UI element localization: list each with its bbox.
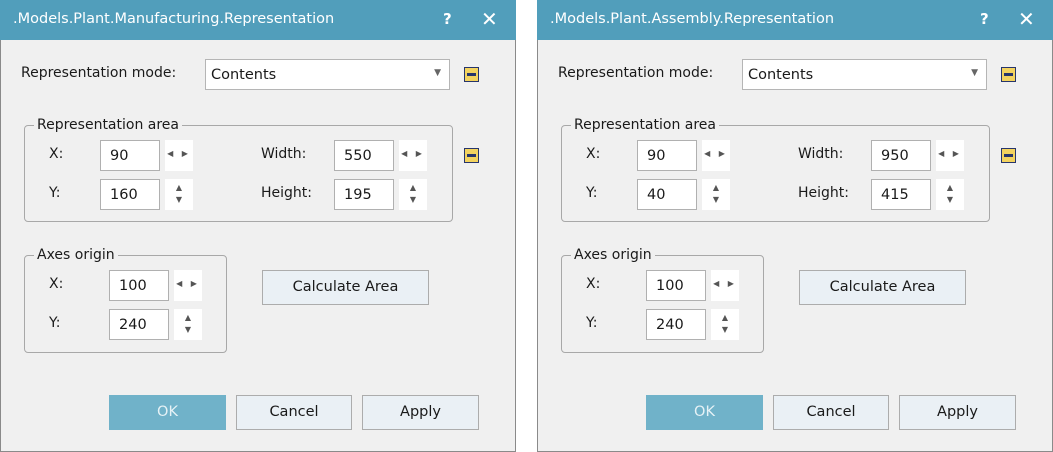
height-spinner[interactable]: ▲ ▼: [936, 179, 964, 210]
x-label: X:: [49, 146, 64, 162]
chevron-down-icon: ▼: [434, 68, 441, 78]
help-button[interactable]: ?: [443, 10, 452, 28]
close-button[interactable]: ✕: [1018, 7, 1035, 31]
axes-x-spinner-left-right-icon[interactable]: ◀ ▶: [711, 270, 739, 301]
width-input[interactable]: 550: [334, 140, 394, 171]
close-button[interactable]: ✕: [481, 7, 498, 31]
spin-down-icon[interactable]: ▼: [175, 195, 183, 204]
height-label: Height:: [798, 185, 849, 201]
axes-y-spinner[interactable]: ▲ ▼: [174, 309, 202, 340]
title-bar: .Models.Plant.Manufacturing.Representati…: [0, 0, 516, 40]
help-button[interactable]: ?: [980, 10, 989, 28]
spin-up-icon[interactable]: ▲: [712, 183, 720, 192]
spin-up-icon[interactable]: ▲: [409, 183, 417, 192]
representation-area-legend: Representation area: [571, 117, 719, 133]
width-spinner-left-right-icon[interactable]: ◀ ▶: [399, 140, 427, 171]
representation-area-group: Representation area: [561, 117, 990, 222]
axes-x-label: X:: [586, 276, 601, 292]
representation-dialog: .Models.Plant.Manufacturing.Representati…: [0, 0, 516, 452]
y-input[interactable]: 160: [100, 179, 160, 210]
spin-up-icon[interactable]: ▲: [946, 183, 954, 192]
height-spinner[interactable]: ▲ ▼: [399, 179, 427, 210]
calculate-area-button[interactable]: Calculate Area: [262, 270, 429, 305]
collapse-icon[interactable]: [464, 67, 479, 82]
x-input[interactable]: 90: [100, 140, 160, 171]
dialog-title: .Models.Plant.Assembly.Representation: [550, 11, 835, 27]
width-label: Width:: [798, 146, 844, 162]
width-label: Width:: [261, 146, 307, 162]
axes-y-spinner[interactable]: ▲ ▼: [711, 309, 739, 340]
axes-y-input[interactable]: 240: [646, 309, 706, 340]
height-input[interactable]: 195: [334, 179, 394, 210]
collapse-icon[interactable]: [1001, 148, 1016, 163]
spin-down-icon[interactable]: ▼: [721, 325, 729, 334]
x-spinner-left-right-icon[interactable]: ◀ ▶: [702, 140, 730, 171]
representation-dialog: .Models.Plant.Assembly.Representation ? …: [537, 0, 1053, 452]
representation-mode-select[interactable]: Contents ▼: [205, 59, 450, 90]
x-spinner-left-right-icon[interactable]: ◀ ▶: [165, 140, 193, 171]
representation-mode-value: Contents: [211, 67, 277, 83]
axes-origin-group: Axes origin: [561, 247, 764, 353]
spin-up-icon[interactable]: ▲: [175, 183, 183, 192]
calculate-area-button[interactable]: Calculate Area: [799, 270, 966, 305]
height-label: Height:: [261, 185, 312, 201]
representation-mode-select[interactable]: Contents ▼: [742, 59, 987, 90]
axes-y-input[interactable]: 240: [109, 309, 169, 340]
cancel-button[interactable]: Cancel: [236, 395, 352, 430]
representation-mode-label: Representation mode:: [21, 65, 177, 81]
width-input[interactable]: 950: [871, 140, 931, 171]
collapse-icon[interactable]: [464, 148, 479, 163]
dialog-title: .Models.Plant.Manufacturing.Representati…: [13, 11, 335, 27]
spin-down-icon[interactable]: ▼: [184, 325, 192, 334]
width-spinner-left-right-icon[interactable]: ◀ ▶: [936, 140, 964, 171]
axes-origin-legend: Axes origin: [571, 247, 655, 263]
y-label: Y:: [586, 185, 598, 201]
axes-y-label: Y:: [49, 315, 61, 331]
ok-button[interactable]: OK: [646, 395, 763, 430]
apply-button[interactable]: Apply: [362, 395, 479, 430]
axes-y-label: Y:: [586, 315, 598, 331]
axes-x-label: X:: [49, 276, 64, 292]
axes-x-spinner-left-right-icon[interactable]: ◀ ▶: [174, 270, 202, 301]
representation-mode-value: Contents: [748, 67, 814, 83]
spin-down-icon[interactable]: ▼: [946, 195, 954, 204]
axes-x-input[interactable]: 100: [109, 270, 169, 301]
ok-button[interactable]: OK: [109, 395, 226, 430]
height-input[interactable]: 415: [871, 179, 931, 210]
representation-area-group: Representation area: [24, 117, 453, 222]
representation-mode-label: Representation mode:: [558, 65, 714, 81]
axes-origin-group: Axes origin: [24, 247, 227, 353]
collapse-icon[interactable]: [1001, 67, 1016, 82]
spin-down-icon[interactable]: ▼: [409, 195, 417, 204]
spin-up-icon[interactable]: ▲: [184, 313, 192, 322]
title-bar: .Models.Plant.Assembly.Representation ? …: [537, 0, 1053, 40]
spin-down-icon[interactable]: ▼: [712, 195, 720, 204]
x-label: X:: [586, 146, 601, 162]
spin-up-icon[interactable]: ▲: [721, 313, 729, 322]
y-spinner[interactable]: ▲ ▼: [702, 179, 730, 210]
y-label: Y:: [49, 185, 61, 201]
apply-button[interactable]: Apply: [899, 395, 1016, 430]
axes-origin-legend: Axes origin: [34, 247, 118, 263]
axes-x-input[interactable]: 100: [646, 270, 706, 301]
y-input[interactable]: 40: [637, 179, 697, 210]
y-spinner[interactable]: ▲ ▼: [165, 179, 193, 210]
representation-area-legend: Representation area: [34, 117, 182, 133]
x-input[interactable]: 90: [637, 140, 697, 171]
cancel-button[interactable]: Cancel: [773, 395, 889, 430]
chevron-down-icon: ▼: [971, 68, 978, 78]
